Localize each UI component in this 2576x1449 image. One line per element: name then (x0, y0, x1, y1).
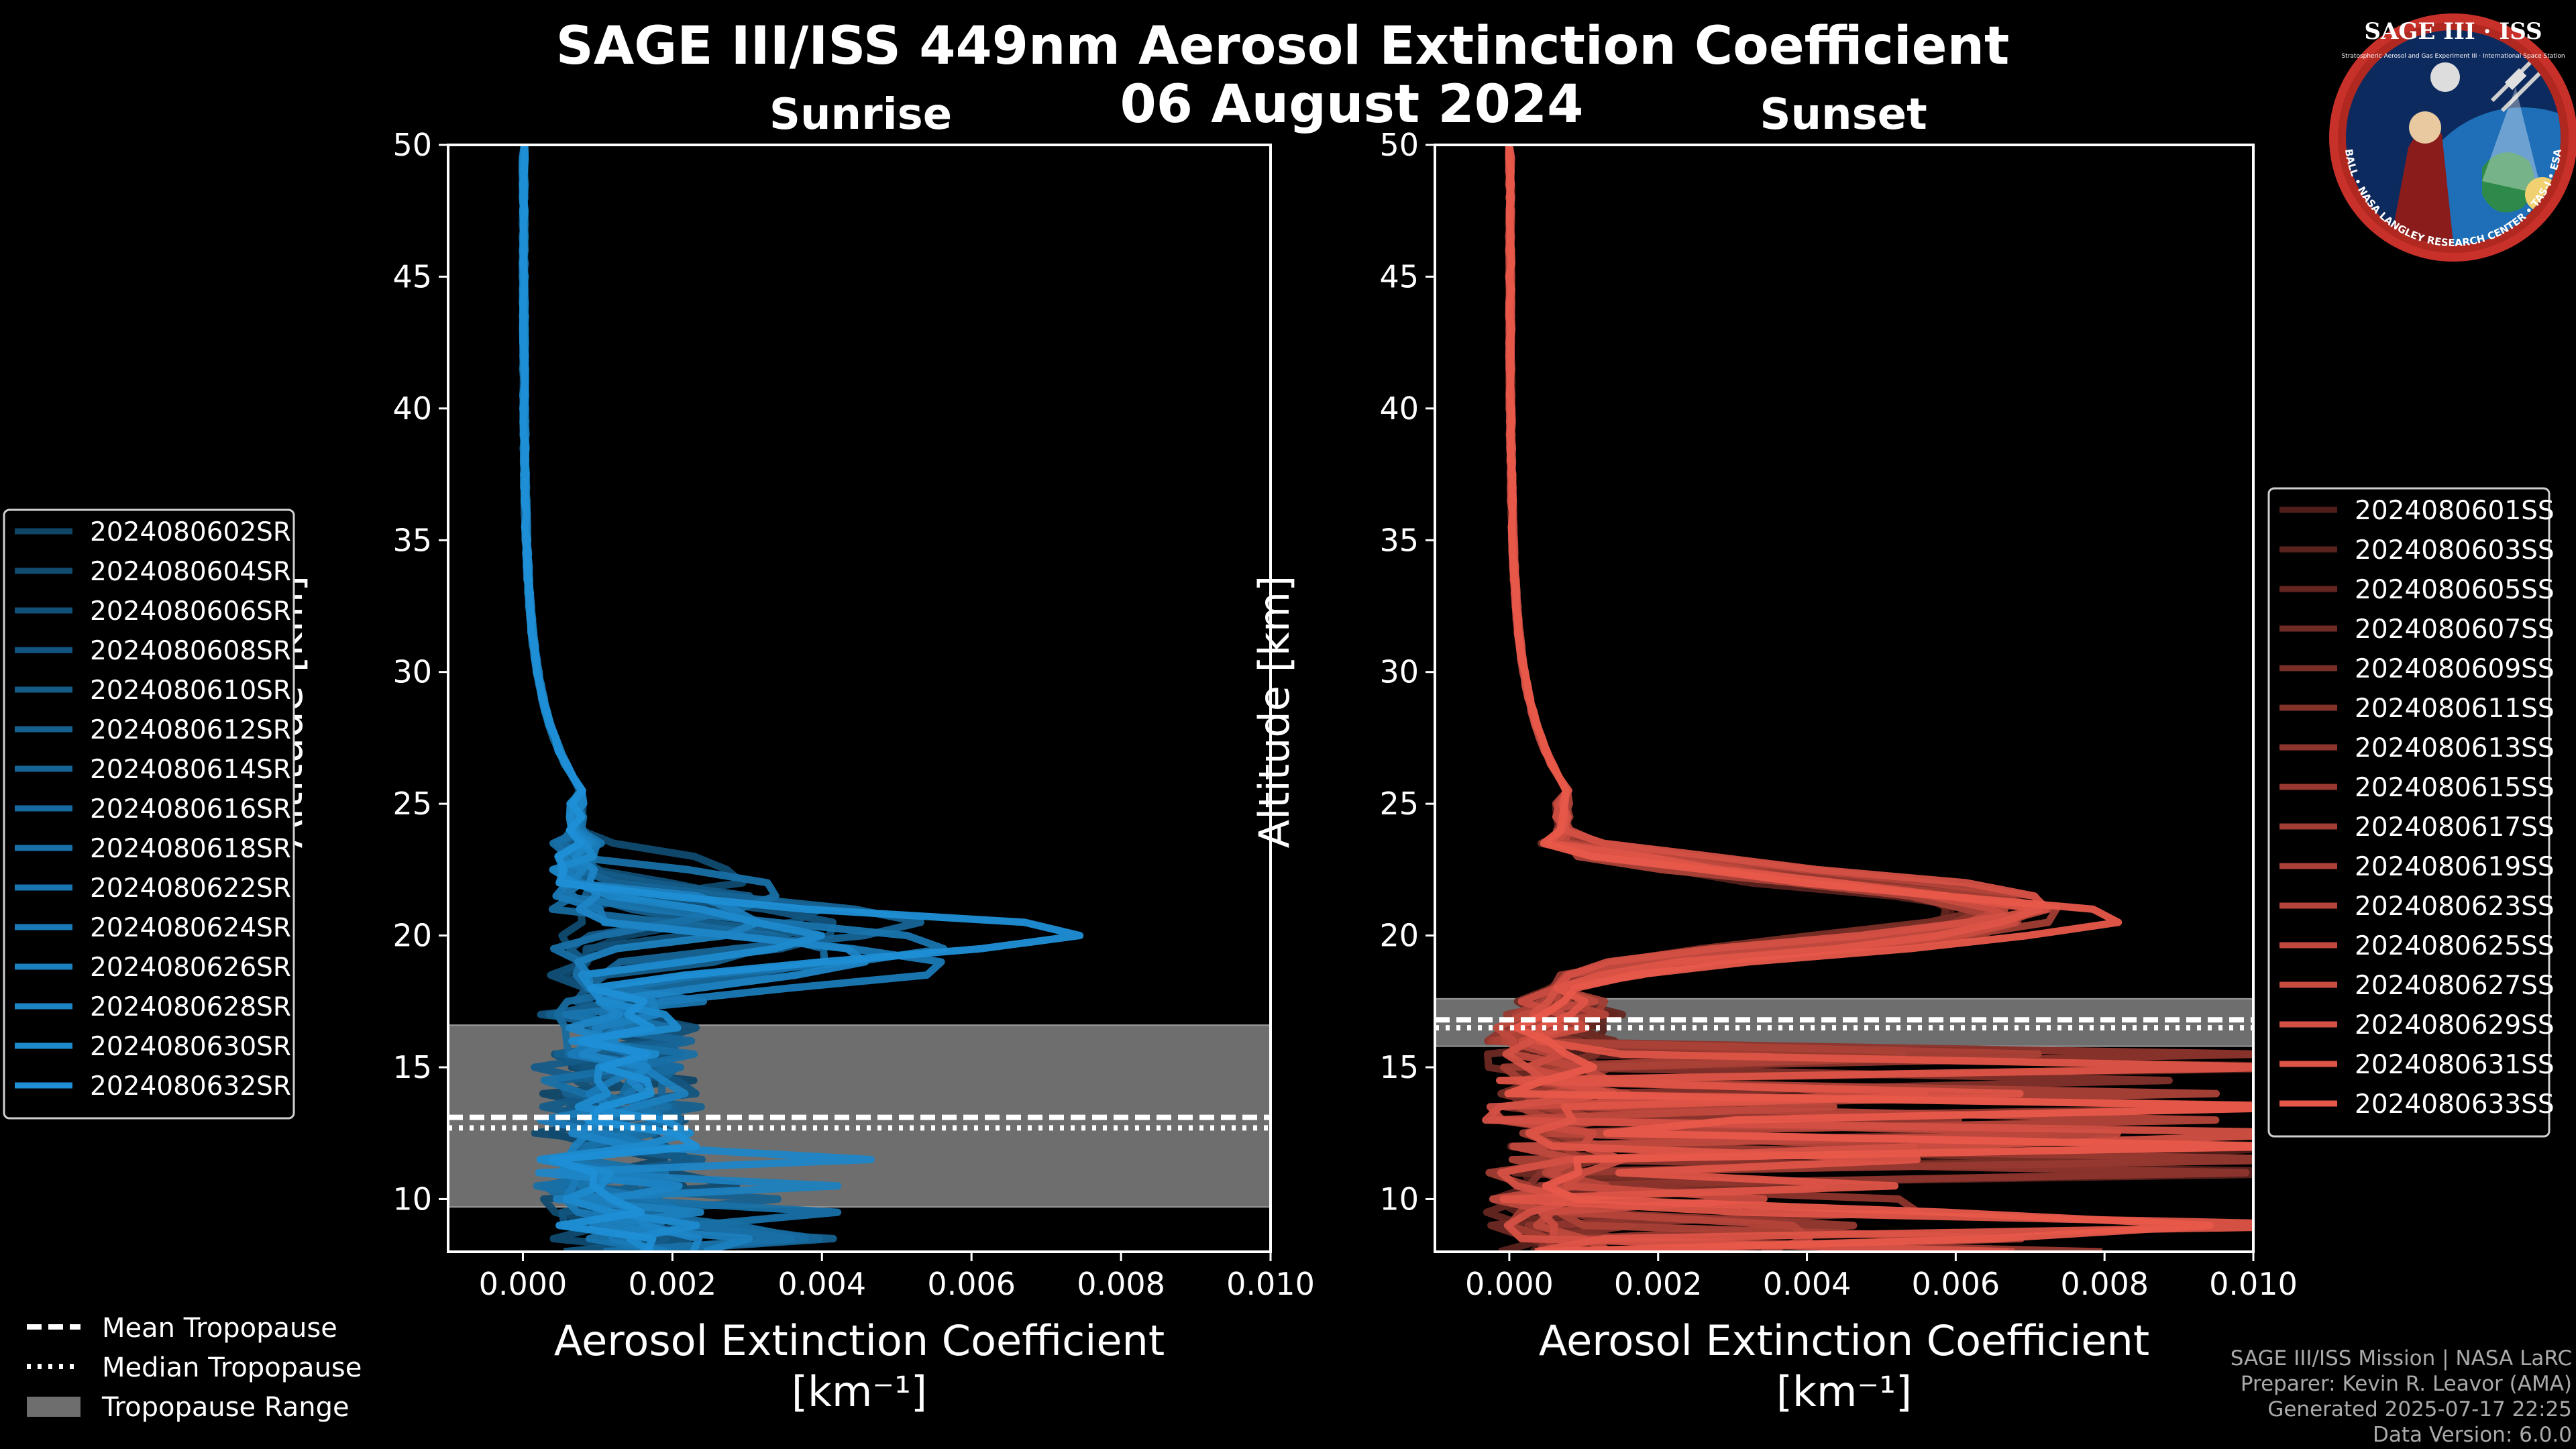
legend-entry: 2024080628SR (90, 992, 291, 1022)
y-tick-label: 50 (1379, 127, 1419, 163)
legend-entry: 2024080631SS (2355, 1050, 2555, 1080)
x-tick-label: 0.006 (927, 1266, 1016, 1302)
y-tick-label: 20 (1379, 918, 1419, 954)
plot-area (448, 145, 1271, 1252)
sunset-legend: 2024080601SS 2024080603SS 2024080605SS 2024… (2267, 487, 2555, 1138)
legend-entry: 2024080606SR (90, 596, 291, 627)
tropopause-range-label: Tropopause Range (101, 1392, 350, 1423)
panel-title: Sunrise (769, 90, 952, 140)
credits: SAGE III/ISS Mission | NASA LaRC Prepare… (2231, 1346, 2572, 1447)
legend-entry: 2024080623SS (2355, 892, 2555, 922)
y-tick-label: 10 (392, 1181, 432, 1217)
profile-line-2024080632SR (519, 145, 1084, 1252)
credits-line-4: Data Version: 6.0.0 (2373, 1423, 2572, 1447)
legend-entry: 2024080626SR (90, 953, 291, 983)
legend-entry: 2024080622SR (90, 873, 291, 904)
sunset-panel: Sunset 10 15 20 25 30 35 40 45 50 0.000 0.002 0.004 0… (1250, 90, 2298, 1416)
legend-entry: 2024080614SR (90, 755, 291, 785)
legend-entry: 2024080607SS (2355, 614, 2555, 645)
legend-entry: 2024080615SS (2355, 773, 2555, 803)
x-tick-label: 0.004 (777, 1266, 866, 1302)
x-axis-unit: [km⁻¹] (792, 1367, 927, 1416)
x-tick-label: 0.002 (629, 1266, 717, 1302)
axes-frame (1434, 144, 2255, 1253)
astronomer-figure-icon (2388, 129, 2455, 245)
x-tick-label: 0.008 (2060, 1266, 2149, 1302)
sage-iii-iss-logo: SAGE III · ISS Stratospheric Aerosol and… (2329, 13, 2576, 262)
y-tick-label: 20 (392, 918, 432, 954)
logo-top-text: SAGE III · ISS (2364, 18, 2542, 45)
y-tick-label: 25 (392, 786, 432, 822)
legend-entry: 2024080618SR (90, 834, 291, 864)
space-station-icon (2504, 68, 2527, 91)
y-tick-label: 30 (1379, 654, 1419, 690)
legend-entry: 2024080613SS (2355, 733, 2555, 763)
legend-entry: 2024080603SS (2355, 535, 2555, 566)
figure-title: SAGE III/ISS 449nm Aerosol Extinction Co… (556, 16, 2010, 76)
tropopause-legend: Mean Tropopause Median Tropopause Tropop… (27, 1313, 362, 1423)
legend-entry: 2024080619SS (2355, 852, 2555, 882)
x-tick-label: 0.002 (1614, 1266, 1703, 1302)
y-tick-label: 45 (1379, 258, 1419, 294)
x-tick-label: 0.000 (479, 1266, 568, 1302)
legend-entry: 2024080632SR (90, 1071, 291, 1102)
sunrise-legend: 2024080602SR 2024080604SR 2024080606SR 2024… (3, 508, 295, 1120)
legend-entry: 2024080633SS (2355, 1089, 2555, 1120)
credits-line-3: Generated 2025-07-17 22:25 (2267, 1397, 2572, 1421)
legend-entry: 2024080611SS (2355, 694, 2555, 724)
legend-frame (3, 508, 295, 1120)
legend-entry: 2024080624SR (90, 913, 291, 943)
y-tick-label: 35 (392, 522, 432, 558)
x-axis-label: Aerosol Extinction Coefficient (554, 1316, 1165, 1365)
tropopause-range-swatch (27, 1397, 80, 1417)
y-tick-label: 15 (1379, 1049, 1419, 1085)
legend-entry: 2024080625SS (2355, 931, 2555, 961)
median-tropopause-label: Median Tropopause (102, 1352, 362, 1383)
x-tick-label: 0.010 (2209, 1266, 2298, 1302)
sunrise-panel: Sunrise 10 15 20 25 30 35 40 45 50 0.000 0.002 0.004… (263, 90, 1315, 1416)
legend-entry: 2024080617SS (2355, 812, 2555, 843)
y-tick-label: 40 (392, 390, 432, 427)
mean-tropopause-label: Mean Tropopause (102, 1313, 337, 1344)
credits-line-1: SAGE III/ISS Mission | NASA LaRC (2231, 1346, 2572, 1371)
logo-inner-text: Stratospheric Aerosol and Gas Experiment… (2341, 53, 2565, 60)
y-tick-label: 25 (1379, 786, 1419, 822)
profile-line-2024080633SS (1504, 145, 2253, 1252)
legend-entry: 2024080601SS (2355, 496, 2555, 526)
credits-line-2: Preparer: Kevin R. Leavor (AMA) (2241, 1372, 2572, 1396)
y-axis-label: Altitude [km] (1250, 576, 1299, 849)
x-tick-label: 0.010 (1226, 1266, 1315, 1302)
x-tick-label: 0.000 (1465, 1266, 1554, 1302)
legend-entry: 2024080605SS (2355, 575, 2555, 605)
legend-entry: 2024080608SR (90, 636, 291, 666)
panel-title: Sunset (1760, 90, 1927, 140)
y-tick-label: 50 (392, 127, 432, 163)
y-tick-label: 15 (392, 1049, 432, 1085)
figure-subtitle: 06 August 2024 (1120, 74, 1584, 135)
x-tick-label: 0.004 (1763, 1266, 1851, 1302)
legend-entry: 2024080610SR (90, 676, 291, 706)
x-tick-label: 0.008 (1077, 1266, 1165, 1302)
y-tick-label: 10 (1379, 1181, 1419, 1217)
legend-entry: 2024080629SS (2355, 1010, 2555, 1040)
moon-icon (2430, 62, 2460, 92)
legend-entry: 2024080602SR (90, 517, 291, 547)
x-axis-unit: [km⁻¹] (1776, 1367, 1912, 1416)
y-tick-label: 30 (392, 654, 432, 690)
x-tick-label: 0.006 (1912, 1266, 2000, 1302)
y-tick-label: 35 (1379, 522, 1419, 558)
legend-entry: 2024080616SR (90, 794, 291, 824)
y-tick-label: 40 (1379, 390, 1419, 427)
legend-entry: 2024080630SR (90, 1032, 291, 1062)
legend-entry: 2024080612SR (90, 715, 291, 745)
x-axis-label: Aerosol Extinction Coefficient (1539, 1316, 2149, 1365)
y-tick-label: 45 (392, 258, 432, 294)
axes-frame (447, 144, 1272, 1253)
legend-entry: 2024080609SS (2355, 654, 2555, 684)
plot-area (1435, 145, 2253, 1252)
legend-frame (2267, 487, 2551, 1138)
legend-entry: 2024080627SS (2355, 971, 2555, 1001)
legend-entry: 2024080604SR (90, 557, 291, 587)
